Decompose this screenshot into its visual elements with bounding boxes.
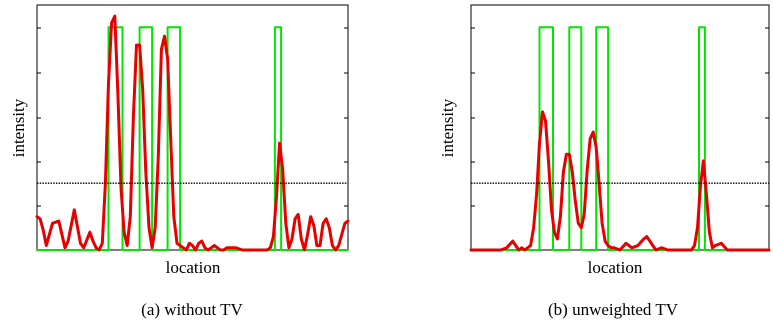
panel-b: location intensity (b) unweighted TV (438, 4, 771, 319)
plot-area-a (35, 4, 350, 252)
plot-area-b (469, 4, 771, 252)
panel-a: location intensity (a) without TV (9, 4, 350, 319)
caption-a: (a) without TV (141, 300, 243, 319)
axes-frame (470, 4, 770, 251)
x-axis-label-a: location (166, 258, 221, 277)
axes-frame (36, 4, 349, 251)
y-axis-label-b: intensity (438, 98, 457, 157)
reconstruction-line (469, 110, 771, 252)
caption-b: (b) unweighted TV (548, 300, 679, 319)
ground-truth-step-line (36, 26, 349, 251)
reconstruction-line (35, 14, 350, 252)
ground-truth-step-line (470, 26, 770, 251)
x-axis-label-b: location (588, 258, 643, 277)
y-axis-label-a: intensity (9, 98, 28, 157)
